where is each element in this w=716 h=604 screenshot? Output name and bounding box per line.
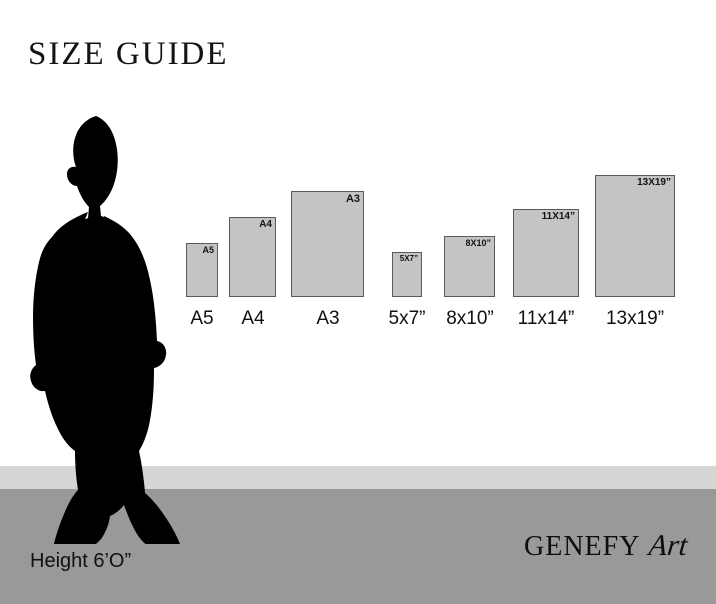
size-box-5x7[interactable]: 5X7” [392,252,422,297]
size-caption-13x19: 13x19” [605,308,665,329]
size-caption-a3: A3 [316,308,340,329]
size-box-a4[interactable]: A4 [229,217,276,297]
size-box-inner-label-5x7: 5X7” [399,254,418,263]
size-caption-11x14: 11x14” [517,308,575,329]
man-silhouette [18,112,208,544]
baseboard-band [0,466,716,489]
size-box-a5[interactable]: A5 [186,243,218,297]
size-box-8x10[interactable]: 8X10” [444,236,495,297]
page-title: SIZE GUIDE [28,36,229,72]
size-box-inner-label-8x10: 8X10” [465,238,491,248]
size-box-row: A5 A5 A4 A4 A3 A3 5X7” 5x7” 8X10” 8x10” … [186,175,675,329]
size-caption-a4: A4 [241,308,265,329]
size-box-inner-label-11x14: 11X14” [541,211,575,222]
size-box-inner-label-13x19: 13X19” [637,177,671,188]
size-caption-8x10: 8x10” [446,308,494,329]
size-box-11x14[interactable]: 11X14” [513,209,579,297]
size-box-inner-label-a3: A3 [345,193,360,205]
size-box-inner-label-a5: A5 [202,245,214,255]
brand-logo-script: Art [647,529,690,562]
size-caption-5x7: 5x7” [388,308,426,329]
size-box-13x19[interactable]: 13X19” [595,175,675,297]
brand-logo: GENEFY Art [524,529,690,573]
brand-logo-word: GENEFY [524,531,641,562]
height-caption: Height 6’O” [30,550,132,572]
size-box-a3[interactable]: A3 [291,191,364,297]
size-box-inner-label-a4: A4 [259,219,272,230]
size-caption-a5: A5 [190,308,214,329]
